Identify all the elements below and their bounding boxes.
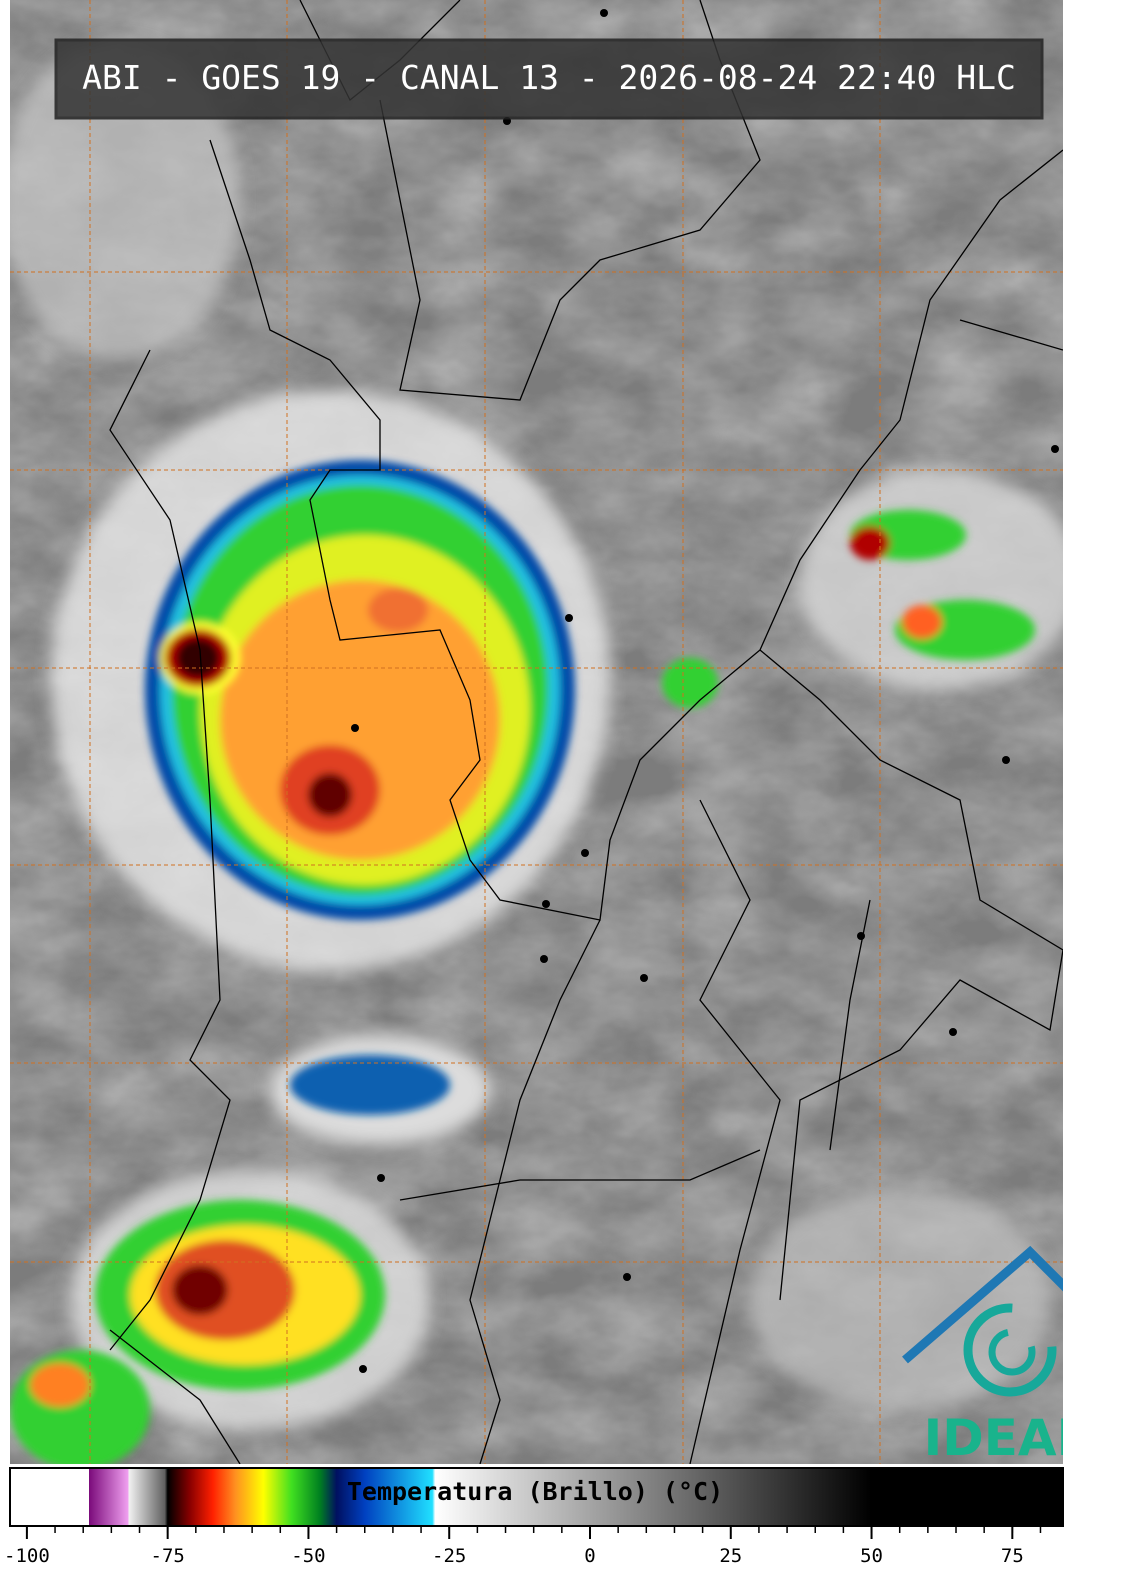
tick-label: 75 xyxy=(1001,1545,1024,1567)
storm-cells xyxy=(10,460,1035,1464)
colorbar: Temperatura (Brillo) (°C) -100 -75 -50 -25 0… xyxy=(4,1467,1064,1567)
graticule xyxy=(10,0,1063,1464)
tick-label: 0 xyxy=(584,1545,595,1567)
logo: IDEAM xyxy=(902,1245,1107,1467)
tick-label: -75 xyxy=(151,1545,185,1567)
title-box: ABI - GOES 19 - CANAL 13 - 2026-08-24 22… xyxy=(54,38,1044,120)
tick-label: 50 xyxy=(860,1545,883,1567)
tick-label: -50 xyxy=(291,1545,325,1567)
tick-label: -25 xyxy=(432,1545,466,1567)
tick-label: -100 xyxy=(4,1545,50,1567)
logo-text: IDEAM xyxy=(924,1409,1107,1467)
boundaries xyxy=(109,0,1063,1464)
tick-label: 25 xyxy=(719,1545,742,1567)
satellite-map: IDEAM xyxy=(10,0,1107,1467)
colorbar-label: Temperatura (Brillo) (°C) xyxy=(347,1477,723,1506)
colorbar-gradient xyxy=(9,1467,1064,1527)
title: ABI - GOES 19 - CANAL 13 - 2026-08-24 22… xyxy=(82,58,1016,97)
